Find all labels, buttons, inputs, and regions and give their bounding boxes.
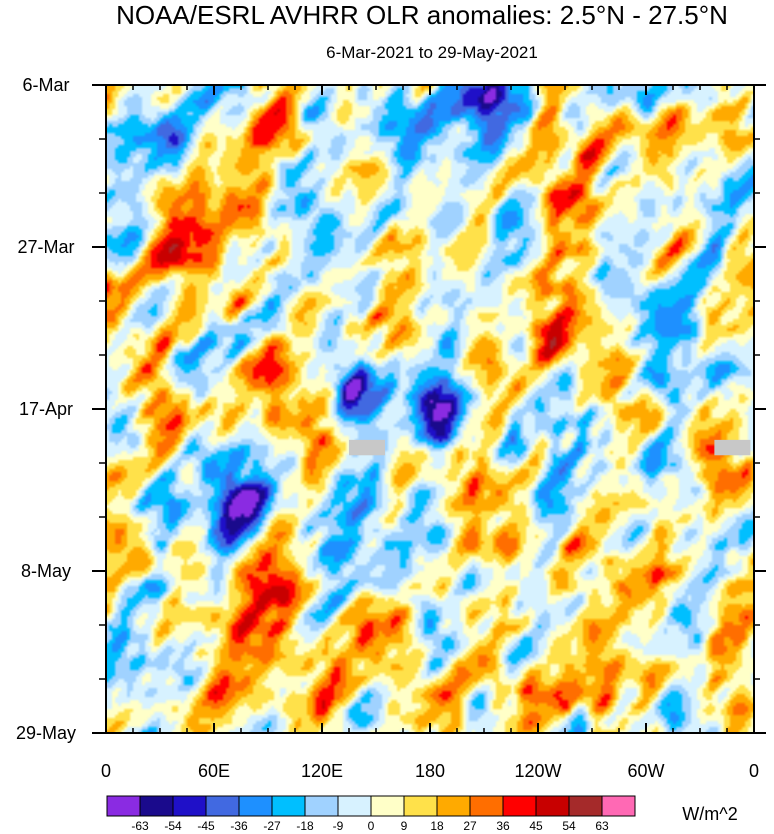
colorbar-label: 18 bbox=[430, 819, 444, 833]
colorbar-label: -45 bbox=[197, 819, 215, 833]
colorbar: -63 -54 -45 -36 -27 -18 -9 0 9 18 27 36 45 54 63 bbox=[106, 795, 636, 833]
y-tick-label: 17-Apr bbox=[19, 399, 73, 419]
colorbar-label: -9 bbox=[333, 819, 344, 833]
colorbar-swatch bbox=[172, 795, 207, 817]
colorbar-label: 0 bbox=[368, 819, 375, 833]
colorbar-swatch bbox=[304, 795, 339, 817]
y-tick-label: 29-May bbox=[16, 723, 76, 743]
colorbar-swatch bbox=[403, 795, 438, 817]
missing-data-patch bbox=[349, 439, 385, 456]
missing-data-layer bbox=[349, 439, 751, 456]
colorbar-swatch bbox=[370, 795, 405, 817]
colorbar-label: 36 bbox=[496, 819, 510, 833]
y-tick-label: 8-May bbox=[21, 561, 71, 581]
x-axis: 0 60E 120E 180 120W 60W 0 bbox=[101, 85, 759, 781]
colorbar-swatch bbox=[337, 795, 372, 817]
colorbar-label: -36 bbox=[230, 819, 248, 833]
missing-data-patch bbox=[714, 439, 751, 456]
colorbar-swatch bbox=[139, 795, 174, 817]
anomaly-heatmap bbox=[106, 85, 754, 733]
y-tick-label: 6-Mar bbox=[22, 75, 69, 95]
colorbar-swatch bbox=[469, 795, 504, 817]
colorbar-swatch bbox=[502, 795, 537, 817]
colorbar-swatch bbox=[238, 795, 273, 817]
colorbar-swatch bbox=[106, 795, 141, 817]
colorbar-label: 27 bbox=[463, 819, 477, 833]
plot-area bbox=[105, 84, 755, 734]
colorbar-label: 45 bbox=[529, 819, 543, 833]
colorbar-swatch bbox=[568, 795, 603, 817]
colorbar-label: -27 bbox=[263, 819, 281, 833]
x-tick-label: 120W bbox=[514, 761, 561, 781]
chart-title: NOAA/ESRL AVHRR OLR anomalies: 2.5°N - 2… bbox=[116, 0, 728, 30]
colorbar-swatch bbox=[535, 795, 570, 817]
x-tick-label: 60E bbox=[198, 761, 230, 781]
colorbar-swatch bbox=[271, 795, 306, 817]
y-axis: 6-Mar 27-Mar 17-Apr 8-May 29-May bbox=[16, 75, 766, 743]
y-tick-label: 27-Mar bbox=[17, 237, 74, 257]
colorbar-label: -63 bbox=[131, 819, 149, 833]
colorbar-swatch bbox=[205, 795, 240, 817]
chart-subtitle: 6-Mar-2021 to 29-May-2021 bbox=[326, 43, 538, 62]
colorbar-label: 63 bbox=[595, 819, 609, 833]
colorbar-swatch bbox=[601, 795, 636, 817]
x-tick-label: 120E bbox=[301, 761, 343, 781]
colorbar-units: W/m^2 bbox=[682, 804, 737, 824]
colorbar-label: 54 bbox=[562, 819, 576, 833]
x-tick-label: 60W bbox=[627, 761, 664, 781]
x-tick-label: 0 bbox=[101, 761, 111, 781]
x-tick-label: 180 bbox=[415, 761, 445, 781]
colorbar-label: -18 bbox=[296, 819, 314, 833]
colorbar-swatch bbox=[436, 795, 471, 817]
colorbar-label: 9 bbox=[401, 819, 408, 833]
colorbar-label: -54 bbox=[164, 819, 182, 833]
x-tick-label: 0 bbox=[749, 761, 759, 781]
